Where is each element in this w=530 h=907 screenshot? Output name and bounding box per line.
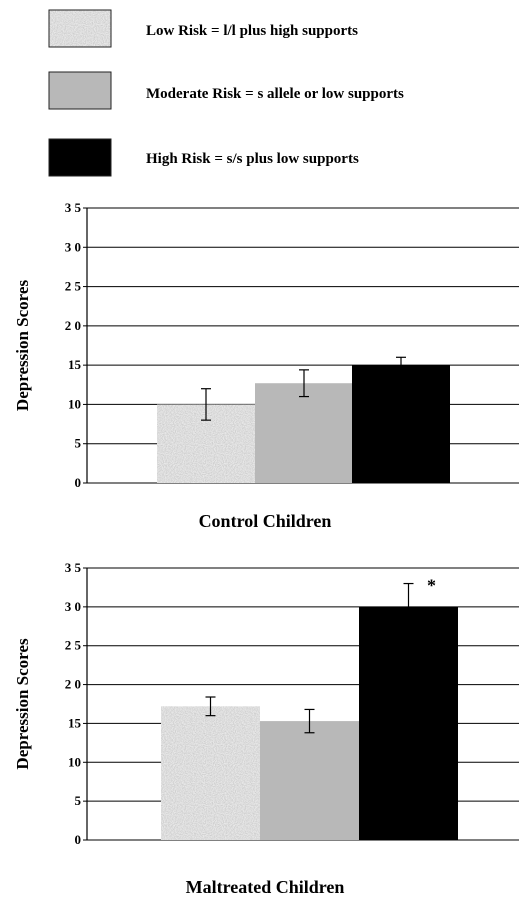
y-tick-label: 2 5 [65,279,82,294]
chart-title: Control Children [199,511,332,531]
y-tick-label: 3 0 [65,599,81,614]
error-bars [201,356,406,421]
y-tick-label: 5 [75,793,82,808]
chart-control: 0 5 10 15 2 0 2 5 3 0 3 5 Depression Scores Con… [13,200,519,531]
error-bar-low-risk [205,696,216,717]
y-tick-label: 15 [68,357,82,372]
y-tick-label: 0 [75,832,82,847]
legend-swatch-low-risk [48,9,112,48]
y-tick-label: 0 [75,475,82,490]
bar-moderate-risk [260,721,359,840]
y-tick-label: 2 5 [65,638,82,653]
y-tick-labels: 0 5 10 15 2 0 2 5 3 0 3 5 [65,200,82,490]
legend: Low Risk = l/l plus high supports Modera… [48,9,404,177]
error-bars [205,582,414,734]
error-bar-high-risk [396,356,406,374]
legend-swatch-moderate-risk [48,71,112,110]
y-tick-label: 3 5 [65,560,82,575]
chart-title: Maltreated Children [186,877,345,897]
chart-maltreated: 0 5 10 15 2 0 2 5 3 0 3 5 Depression Scores Mal… [13,560,519,897]
error-bar-high-risk [403,582,414,631]
bars [161,606,458,840]
bars [157,365,450,483]
legend-label-moderate-risk: Moderate Risk = s allele or low supports [146,86,404,102]
legend-label-high-risk: High Risk = s/s plus low supports [146,151,359,167]
legend-item-high-risk: High Risk = s/s plus low supports [48,138,359,177]
y-tick-label: 2 0 [65,318,81,333]
bar-high-risk [352,365,450,483]
bar-low-risk [161,706,260,840]
error-bar-low-risk [201,388,211,421]
bar-high-risk [359,606,458,840]
y-tick-label: 3 0 [65,239,81,254]
bar-moderate-risk [255,383,353,483]
y-tick-label: 10 [68,396,81,411]
y-axis-title: Depression Scores [13,638,32,770]
y-tick-label: 15 [68,715,82,730]
legend-label-low-risk: Low Risk = l/l plus high supports [146,23,358,39]
legend-item-moderate-risk: Moderate Risk = s allele or low supports [48,71,404,110]
y-tick-labels: 0 5 10 15 2 0 2 5 3 0 3 5 [65,560,82,847]
y-tick-label: 2 0 [65,677,81,692]
y-tick-label: 5 [75,436,82,451]
y-axis-title: Depression Scores [13,280,32,412]
error-bar-moderate-risk [304,708,315,734]
legend-swatch-high-risk [48,138,112,177]
y-tick-label: 3 5 [65,200,82,215]
error-bar-moderate-risk [299,369,309,398]
significance-marker: * [427,576,436,596]
y-tick-label: 10 [68,754,81,769]
legend-item-low-risk: Low Risk = l/l plus high supports [48,9,358,48]
